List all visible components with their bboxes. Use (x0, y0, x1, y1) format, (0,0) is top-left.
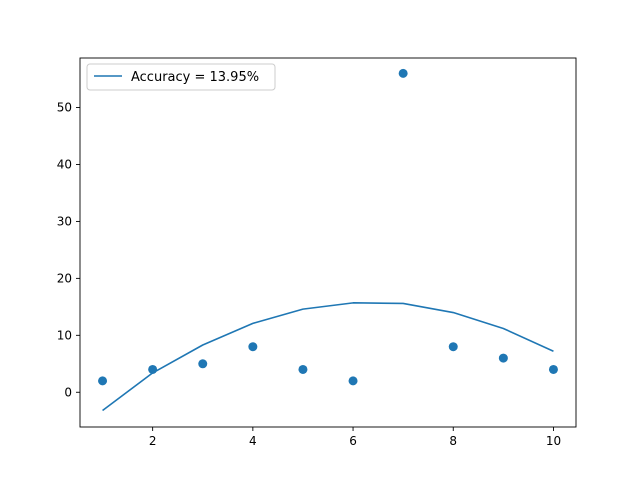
scatter-point (148, 364, 158, 374)
scatter-point (198, 359, 208, 369)
scatter-point (248, 342, 258, 352)
x-tick-label: 2 (149, 434, 157, 448)
x-tick-label: 4 (249, 434, 257, 448)
x-tick-label: 8 (449, 434, 457, 448)
scatter-point (348, 376, 358, 386)
x-tick-label: 6 (349, 434, 357, 448)
plot-area (98, 68, 558, 412)
scatter-point (298, 364, 308, 374)
legend: Accuracy = 13.95% (86, 63, 276, 91)
y-tick-label: 40 (57, 157, 72, 171)
x-tick-label: 10 (546, 434, 561, 448)
scatter-point (398, 68, 408, 78)
axes: 2 4 6 8 10 0 10 20 30 40 50 (57, 57, 577, 448)
fit-line (102, 302, 554, 412)
scatter-point (548, 364, 558, 374)
y-tick-label: 50 (57, 101, 72, 115)
y-tick-label: 0 (64, 385, 72, 399)
y-tick-label: 30 (57, 214, 72, 228)
scatter-point (498, 353, 508, 363)
legend-box (86, 63, 276, 91)
scatter-point (448, 342, 458, 352)
axes-frame (79, 57, 577, 428)
y-tick-label: 10 (57, 328, 72, 342)
y-tick-label: 20 (57, 271, 72, 285)
scatter-point (98, 376, 108, 386)
legend-label: Accuracy = 13.95% (131, 70, 259, 85)
